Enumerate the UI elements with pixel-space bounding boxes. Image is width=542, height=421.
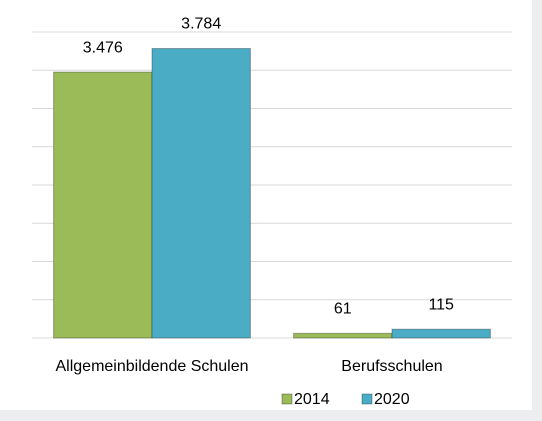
bar [53,71,153,339]
value-label: 61 [334,301,352,318]
legend-swatch [281,393,293,405]
bar [151,48,251,339]
bar [293,332,393,339]
value-label: 115 [428,296,454,313]
legend-label: 2014 [294,391,330,408]
value-label: 3.476 [83,39,123,56]
legend-swatch [361,393,373,405]
bar [391,328,491,339]
legend-label: 2020 [374,391,410,408]
value-label: 3.784 [181,16,221,33]
x-tick-label: Berufsschulen [341,358,442,375]
x-tick-label: Allgemeinbildende Schulen [55,358,248,375]
